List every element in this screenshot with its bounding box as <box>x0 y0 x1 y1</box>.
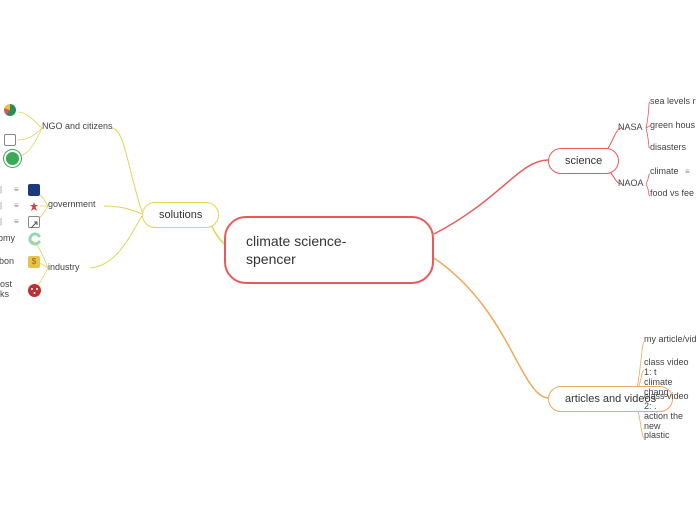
menu-icon: ≡ <box>14 185 18 194</box>
root-label: climate science- spencer <box>246 233 346 267</box>
solutions-label: solutions <box>159 209 202 221</box>
dot-icon <box>28 284 41 297</box>
menu-icon: | <box>0 217 1 226</box>
menu-icon: ≡ <box>685 167 689 176</box>
leaf-greenhouse[interactable]: green hous <box>650 120 695 130</box>
branch-solutions[interactable]: solutions <box>142 202 219 228</box>
leaf-climate[interactable]: climate ≡ <box>650 166 689 176</box>
leaf-ks[interactable]: ks <box>0 290 9 299</box>
node-ngo[interactable]: NGO and citizens <box>42 121 113 131</box>
open-icon <box>28 216 40 228</box>
circle-icon <box>4 150 21 167</box>
leaf-rbon[interactable]: rbon <box>0 256 14 266</box>
menu-icon: ≡ <box>14 217 18 226</box>
leaf-icon <box>28 200 40 212</box>
leaf-sealevels[interactable]: sea levels r <box>650 96 696 106</box>
node-industry[interactable]: industry <box>48 262 80 272</box>
node-naoa[interactable]: NAOA <box>618 178 644 188</box>
node-government[interactable]: government <box>48 199 96 209</box>
coin-icon: $ <box>28 256 40 268</box>
leaf-ost[interactable]: ost <box>0 280 12 289</box>
menu-icon: ≡ <box>14 201 18 210</box>
c-icon <box>28 232 42 246</box>
node-nasa[interactable]: NASA <box>618 122 643 132</box>
leaf-plastic[interactable]: plastic <box>644 430 670 440</box>
box-icon <box>4 134 16 146</box>
leaf-omy[interactable]: omy <box>0 233 15 243</box>
science-label: science <box>565 155 602 167</box>
menu-icon: | <box>0 185 1 194</box>
root-node[interactable]: climate science- spencer <box>224 216 434 284</box>
flag-icon <box>28 184 40 196</box>
leaf-myarticle[interactable]: my article/vid <box>644 334 697 344</box>
pie-icon <box>4 104 16 116</box>
articles-label: articles and videos <box>565 393 656 405</box>
menu-icon: | <box>0 201 1 210</box>
leaf-classvid2[interactable]: class video 2: . action the new <box>644 392 697 432</box>
leaf-disasters[interactable]: disasters <box>650 142 686 152</box>
leaf-food[interactable]: food vs fee <box>650 188 694 198</box>
branch-science[interactable]: science <box>548 148 619 174</box>
